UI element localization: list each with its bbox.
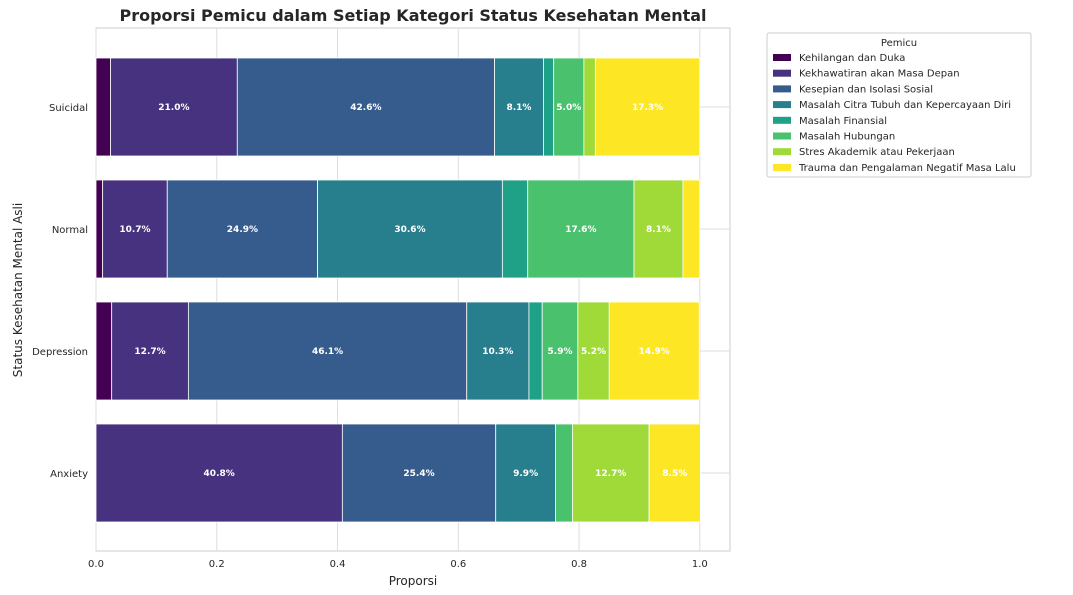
bar-data-label: 14.9% — [639, 347, 670, 357]
bar-data-label: 40.8% — [204, 469, 235, 479]
x-tick-label: 0.8 — [571, 559, 587, 570]
bar-data-label: 42.6% — [350, 103, 381, 113]
bar-segment — [541, 301, 579, 401]
bar-segment — [495, 423, 556, 523]
bar-data-label: 30.6% — [394, 225, 425, 235]
legend-entry-label: Masalah Finansial — [799, 116, 887, 127]
x-tick-label: 1.0 — [692, 559, 708, 570]
y-axis-label: Status Kesehatan Mental Asli — [11, 203, 25, 377]
bar-segment — [555, 423, 573, 523]
bar-segment — [553, 57, 585, 157]
bar-data-label: 17.6% — [565, 225, 596, 235]
legend-swatch — [773, 69, 791, 77]
bar-data-label: 5.0% — [556, 103, 581, 113]
legend-entry-label: Masalah Citra Tubuh dan Kepercayaan Diri — [799, 100, 1011, 111]
bar-segment — [608, 301, 700, 401]
bar-segment — [95, 179, 104, 279]
bar-data-label: 5.9% — [548, 347, 573, 357]
bar-data-label: 8.5% — [662, 469, 687, 479]
legend-entry-label: Kesepian dan Isolasi Sosial — [799, 84, 933, 95]
y-tick-label: Depression — [32, 347, 88, 358]
y-tick-label: Normal — [52, 225, 88, 236]
bar-data-label: 8.1% — [646, 225, 671, 235]
bar-segment — [528, 301, 543, 401]
bar-segment — [317, 179, 503, 279]
bar-data-label: 21.0% — [158, 103, 189, 113]
bar-segment — [577, 301, 610, 401]
bar-segment — [110, 57, 238, 157]
bar-segment — [236, 57, 495, 157]
bar-segment — [341, 423, 497, 523]
plot-area: 0.0 0.2 0.4 0.6 0.8 1.0 Suicidal Normal Depressi… — [32, 27, 731, 570]
legend-box — [766, 32, 1032, 178]
bar-segment — [594, 57, 701, 157]
bar-segment — [111, 301, 189, 401]
chart-title: Proporsi Pemicu dalam Setiap Kategori St… — [119, 6, 706, 25]
bar-data-label: 10.7% — [119, 225, 150, 235]
bar-segment — [583, 57, 596, 157]
x-axis-label: Proporsi — [389, 574, 438, 588]
bar-segment — [102, 179, 168, 279]
bar-data-label: 9.9% — [513, 469, 538, 479]
bar-data-label: 8.1% — [506, 103, 531, 113]
legend-swatch — [773, 101, 791, 109]
bar-data-label: 46.1% — [312, 347, 343, 357]
bar-data-label: 10.3% — [482, 347, 513, 357]
bar-data-label: 12.7% — [134, 347, 165, 357]
legend-swatch — [773, 132, 791, 140]
legend-entry-label: Kehilangan dan Duka — [799, 53, 905, 64]
bar-segment — [166, 179, 318, 279]
bar-data-label: 25.4% — [403, 469, 434, 479]
legend-entry-label: Stres Akademik atau Pekerjaan — [799, 147, 955, 158]
bar-segment — [95, 57, 111, 157]
x-tick-label: 0.6 — [450, 559, 466, 570]
x-tick-label: 0.2 — [209, 559, 225, 570]
legend-swatch — [773, 54, 791, 61]
bar-segment — [682, 179, 701, 279]
legend-swatch — [773, 163, 791, 171]
bar-data-label: 12.7% — [595, 469, 626, 479]
legend: Pemicu Kehilangan dan Duka Kekhawatiran a… — [766, 32, 1032, 178]
y-tick-label: Anxiety — [50, 469, 88, 480]
legend-swatch — [773, 85, 791, 93]
bar-segment — [543, 57, 555, 157]
bar-segment — [572, 423, 650, 523]
x-tick-label: 0.0 — [88, 559, 104, 570]
y-tick-label: Suicidal — [49, 103, 88, 114]
bar-segment — [494, 57, 544, 157]
bar-segment — [95, 301, 113, 401]
bar-segment — [466, 301, 530, 401]
bar-segment — [648, 423, 701, 523]
legend-entry-label: Kekhawatiran akan Masa Depan — [799, 69, 960, 80]
bar-data-label: 24.9% — [227, 225, 258, 235]
bar-segment — [95, 423, 343, 523]
bar-segment — [633, 179, 684, 279]
legend-title: Pemicu — [881, 38, 917, 49]
legend-swatch — [773, 148, 791, 156]
legend-swatch — [773, 116, 791, 124]
bar-data-label: 17.3% — [632, 103, 663, 113]
x-tick-label: 0.4 — [330, 559, 346, 570]
bar-data-label: 5.2% — [581, 347, 606, 357]
bar-segment — [527, 179, 635, 279]
bar-segment — [501, 179, 529, 279]
legend-entry-label: Masalah Hubungan — [799, 132, 895, 143]
legend-entry-label: Trauma dan Pengalaman Negatif Masa Lalu — [798, 163, 1016, 174]
bar-segment — [187, 301, 468, 401]
